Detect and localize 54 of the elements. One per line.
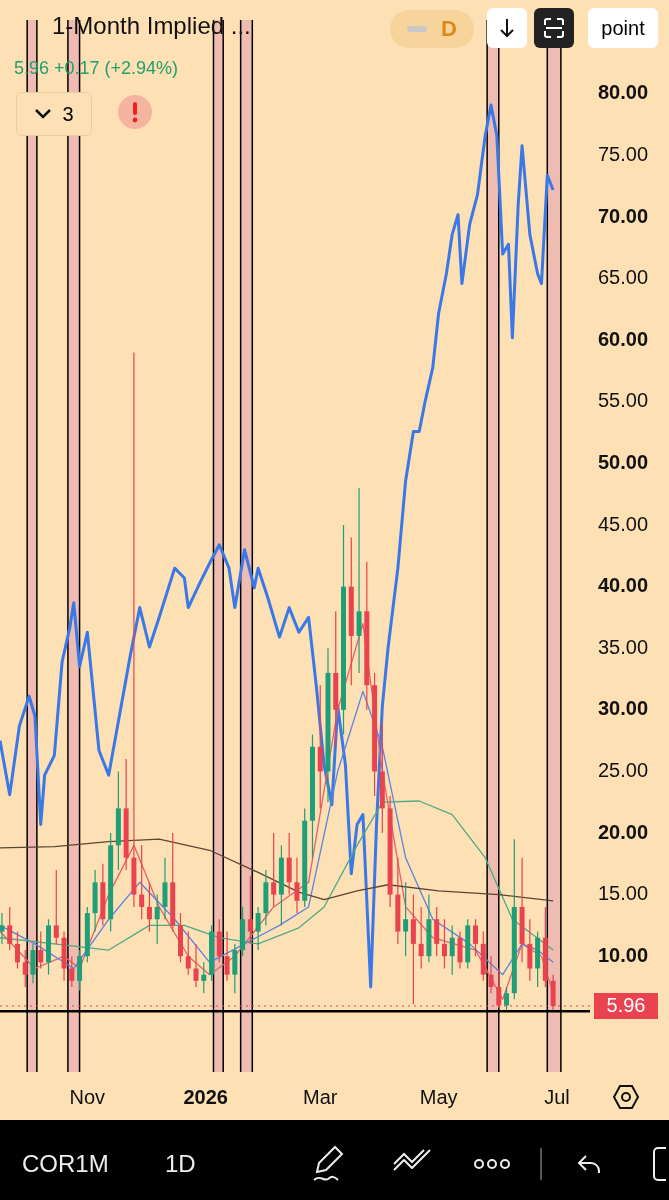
x-tick-label: Jul <box>544 1085 570 1108</box>
candlestick <box>22 949 28 988</box>
y-tick-label: 60.00 <box>598 327 649 350</box>
candlestick <box>139 844 145 920</box>
y-tick-label: 75.00 <box>598 143 649 166</box>
y-tick-label: 80.00 <box>598 81 649 104</box>
y-tick-label: 55.00 <box>598 389 649 412</box>
y-tick-label: 50.00 <box>598 450 649 473</box>
y-tick-label: 30.00 <box>598 697 649 720</box>
candlestick <box>294 857 300 914</box>
x-tick-label: 2026 <box>183 1085 228 1108</box>
candlestick <box>504 986 510 1013</box>
candlestick <box>53 869 59 945</box>
candlestick <box>185 930 191 976</box>
candlestick <box>14 930 20 970</box>
y-tick-label: 70.00 <box>598 204 649 227</box>
candlestick <box>193 943 199 988</box>
candlestick <box>441 918 447 970</box>
candlestick <box>247 875 253 945</box>
toggle-button: D <box>390 10 474 48</box>
x-tick-label: Mar <box>303 1085 338 1108</box>
candlestick <box>403 881 409 957</box>
x-tick-label: May <box>419 1085 458 1108</box>
x-tick-label: Nov <box>69 1085 106 1108</box>
candlestick <box>201 961 207 994</box>
ref-line-label: 5.96 <box>606 994 646 1017</box>
candlestick <box>224 930 230 982</box>
y-tick-label: 65.00 <box>598 266 649 289</box>
y-tick-label: 20.00 <box>598 820 649 843</box>
candlestick <box>7 906 13 951</box>
y-tick-label: 25.00 <box>598 758 649 781</box>
y-tick-label: 45.00 <box>598 512 649 535</box>
candlestick <box>131 352 137 908</box>
candlestick <box>0 912 5 945</box>
annotation: 3 <box>62 102 74 126</box>
candlestick <box>38 930 44 970</box>
y-tick-label: 10.00 <box>598 943 649 966</box>
candlestick <box>271 832 277 908</box>
text: 1D <box>165 1150 196 1178</box>
y-tick-label: 40.00 <box>598 574 649 597</box>
dropdown-button: 3 <box>16 92 92 136</box>
candlestick <box>449 924 455 976</box>
text: COR1M <box>22 1150 109 1178</box>
candlestick <box>472 918 478 957</box>
candlestick <box>255 906 261 951</box>
candlestick <box>418 906 424 970</box>
y-tick-label: 15.00 <box>598 882 649 905</box>
candlestick <box>488 955 494 994</box>
candlestick <box>146 881 152 933</box>
candlestick <box>69 955 75 988</box>
y-tick-label: 35.00 <box>598 635 649 658</box>
text-button: point <box>588 8 658 48</box>
annotation: D <box>441 16 457 42</box>
candlestick <box>154 894 160 945</box>
